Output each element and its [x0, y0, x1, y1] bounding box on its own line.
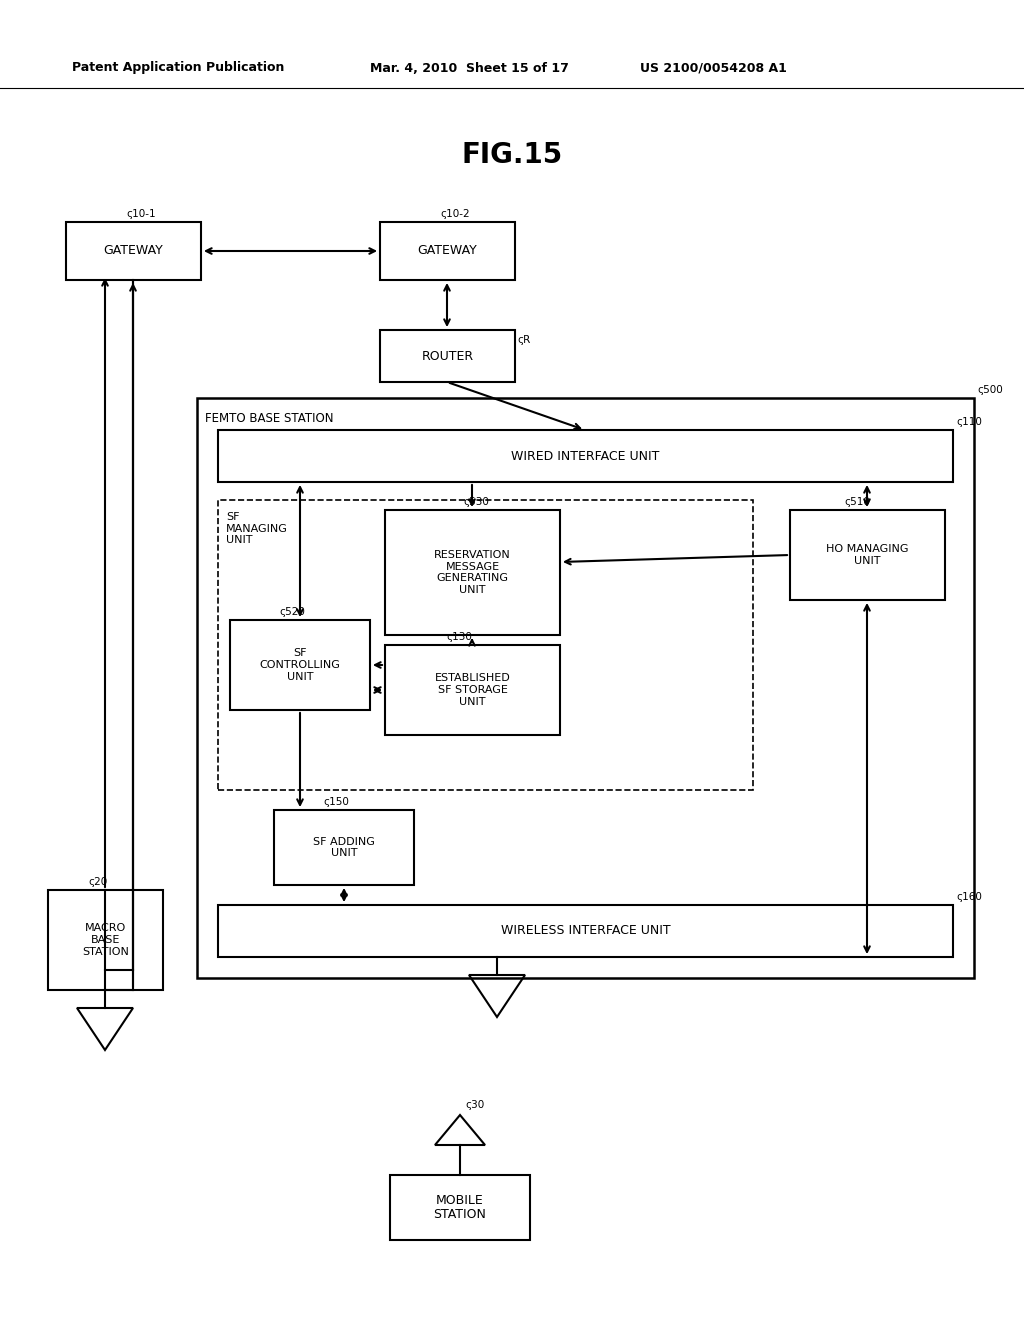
Text: ς10-2: ς10-2	[440, 209, 470, 219]
Text: ESTABLISHED
SF STORAGE
UNIT: ESTABLISHED SF STORAGE UNIT	[434, 673, 510, 706]
Bar	[230, 620, 370, 710]
Text: Mar. 4, 2010  Sheet 15 of 17: Mar. 4, 2010 Sheet 15 of 17	[370, 62, 569, 74]
Text: SF
CONTROLLING
UNIT: SF CONTROLLING UNIT	[259, 648, 340, 681]
Text: MACRO
BASE
STATION: MACRO BASE STATION	[82, 924, 129, 957]
Text: ς20: ς20	[88, 876, 108, 887]
Text: FEMTO BASE STATION: FEMTO BASE STATION	[205, 412, 334, 425]
Text: SF
MANAGING
UNIT: SF MANAGING UNIT	[226, 512, 288, 545]
Text: ς520: ς520	[279, 607, 305, 616]
Text: ςR: ςR	[517, 335, 530, 345]
Text: ς130: ς130	[446, 632, 472, 642]
Bar	[48, 890, 163, 990]
Text: US 2100/0054208 A1: US 2100/0054208 A1	[640, 62, 786, 74]
Text: ROUTER: ROUTER	[422, 350, 473, 363]
Text: ς10-1: ς10-1	[127, 209, 157, 219]
Bar	[790, 510, 945, 601]
Text: ς510: ς510	[844, 498, 870, 507]
Bar	[385, 645, 560, 735]
Text: FIG.15: FIG.15	[462, 141, 562, 169]
Text: Patent Application Publication: Patent Application Publication	[72, 62, 285, 74]
Text: GATEWAY: GATEWAY	[103, 244, 164, 257]
Bar	[66, 222, 201, 280]
Text: GATEWAY: GATEWAY	[418, 244, 477, 257]
Text: HO MANAGING
UNIT: HO MANAGING UNIT	[826, 544, 908, 566]
Text: ς110: ς110	[956, 417, 982, 426]
Bar	[390, 1175, 530, 1239]
Text: ς160: ς160	[956, 892, 982, 902]
Text: WIRED INTERFACE UNIT: WIRED INTERFACE UNIT	[511, 450, 659, 462]
Text: RESERVATION
MESSAGE
GENERATING
UNIT: RESERVATION MESSAGE GENERATING UNIT	[434, 550, 511, 595]
Bar	[218, 430, 953, 482]
Bar	[380, 222, 515, 280]
Text: ς30: ς30	[465, 1100, 484, 1110]
Text: ς530: ς530	[464, 498, 489, 507]
Text: ς500: ς500	[977, 385, 1002, 395]
Bar	[218, 906, 953, 957]
Bar	[385, 510, 560, 635]
Text: MOBILE
STATION: MOBILE STATION	[433, 1193, 486, 1221]
Bar	[218, 500, 753, 789]
Text: ς150: ς150	[323, 797, 349, 807]
Bar	[197, 399, 974, 978]
Text: SF ADDING
UNIT: SF ADDING UNIT	[313, 837, 375, 858]
Bar	[274, 810, 414, 884]
Bar	[380, 330, 515, 381]
Text: WIRELESS INTERFACE UNIT: WIRELESS INTERFACE UNIT	[501, 924, 671, 937]
